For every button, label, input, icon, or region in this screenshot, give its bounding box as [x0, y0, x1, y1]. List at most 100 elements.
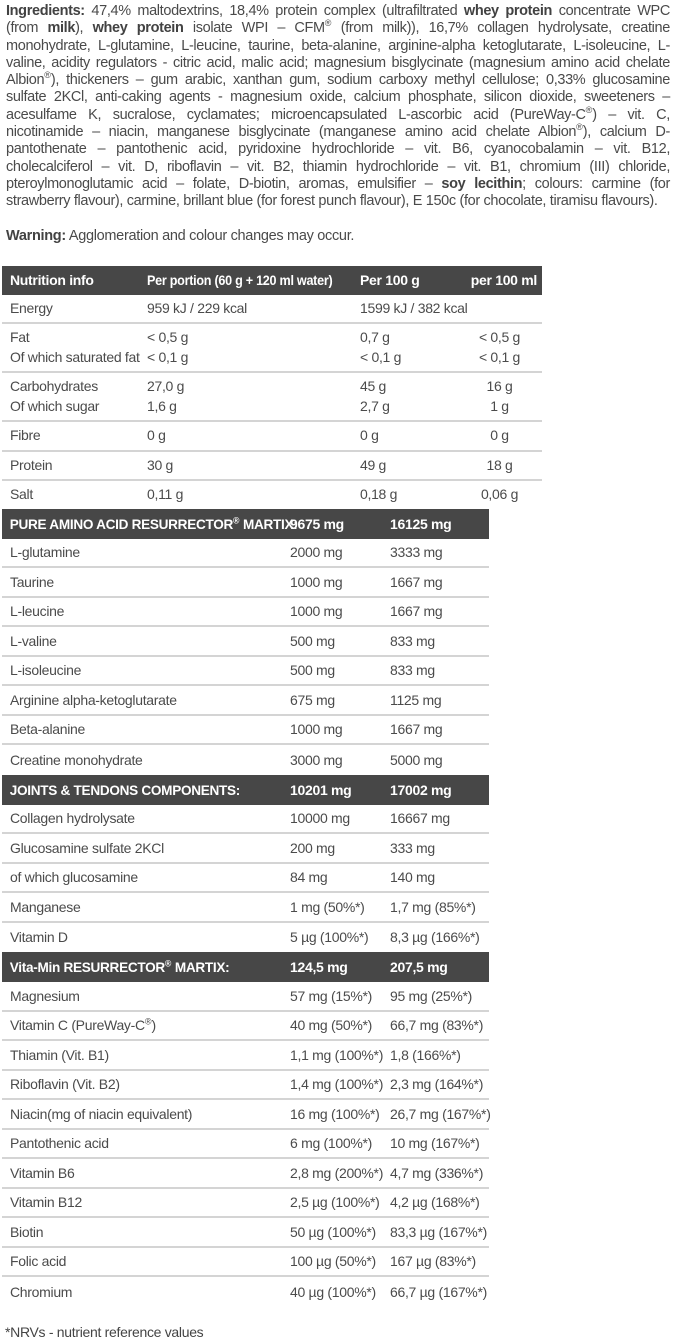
registered-mark: ®	[576, 122, 583, 133]
matrix-cell: 57 mg (15%*)	[290, 987, 372, 1004]
matrix-section-header-bar: PURE AMINO ACID RESURRECTOR® MARTIX: 9675…	[2, 508, 489, 539]
nutrition-row: Energy 959 kJ / 229 kcal 1599 kJ / 382 kca…	[2, 299, 542, 319]
nutrition-cell: 16 g	[486, 378, 513, 395]
nutrition-cell: 2,7 g	[360, 397, 390, 414]
matrix-cell: Pantothenic acid	[10, 1135, 109, 1152]
matrix-cell: 95 mg (25%*)	[390, 987, 472, 1004]
nutrition-row: Salt 0,11 g 0,18 g 0,06 g	[2, 485, 542, 505]
matrix-row: Collagen hydrolysate 10000 mg 16667 mg	[2, 805, 489, 835]
matrix-cell: Folic acid	[10, 1253, 67, 1270]
text-run: 47,4% maltodextrins, 18,4% protein compl…	[84, 3, 464, 19]
matrix-cell: Vitamin B12	[10, 1194, 82, 1211]
text-run: ; colours: carmine (for strawberry flavo…	[6, 175, 670, 210]
matrix-row: Vitamin B6 2,8 mg (200%*) 4,7 mg (336%*)	[2, 1159, 489, 1189]
matrix-cell: 4,2 µg (168%*)	[390, 1194, 480, 1211]
nutrition-row-group: Fat < 0,5 g 0,7 g < 0,5 g Of which saturated…	[2, 324, 542, 374]
matrix-cell: 1667 mg	[390, 573, 443, 590]
nutrition-row-group: Energy 959 kJ / 229 kcal 1599 kJ / 382 kca…	[2, 295, 542, 325]
matrix-cell: 10 mg (167%*)	[390, 1135, 480, 1152]
matrix-cell: 1667 mg	[390, 603, 443, 620]
matrix-row: Magnesium 57 mg (15%*) 95 mg (25%*)	[2, 982, 489, 1012]
nutrition-row: Of which sugar 1,6 g 2,7 g 1 g	[2, 397, 542, 417]
nutrition-cell: Protein	[10, 456, 53, 473]
matrix-row: Niacin(mg of niacin equivalent) 16 mg (10…	[2, 1100, 491, 1130]
nutrition-cell: Fat	[10, 329, 30, 346]
matrix-row: Taurine 1000 mg 1667 mg	[2, 568, 489, 598]
matrix-cell: 1125 mg	[390, 691, 442, 708]
nutrition-row-group: Carbohydrates 27,0 g 45 g 16 g Of which suga…	[2, 373, 542, 423]
matrix-cell: 333 mg	[390, 839, 435, 856]
matrix-cell: 2000 mg	[290, 544, 343, 561]
nutrition-cell: Of which saturated fat	[10, 348, 140, 365]
matrix-cell: L-leucine	[10, 603, 65, 620]
matrix-row: Arginine alpha-ketoglutarate 675 mg 1125 m…	[2, 686, 489, 716]
matrix-cell: 140 mg	[390, 869, 435, 886]
matrix-cell: 1,4 mg (100%*)	[290, 1076, 384, 1093]
warning-paragraph: Warning: Agglomeration and colour change…	[0, 228, 675, 244]
matrix-cell: 1667 mg	[390, 721, 443, 738]
nutrition-cell: 45 g	[360, 378, 387, 395]
ingredients-paragraph: Ingredients: 47,4% maltodextrins, 18,4% …	[0, 3, 675, 211]
nutrition-table-body: Energy 959 kJ / 229 kcal 1599 kJ / 382 kca…	[2, 295, 542, 509]
nutrition-cell: < 0,5 g	[478, 329, 521, 346]
nutrition-cell: Salt	[10, 486, 33, 503]
matrix-row: Creatine monohydrate 3000 mg 5000 mg	[2, 745, 489, 775]
matrix-cell: 500 mg	[290, 632, 335, 649]
nutrition-cell: 959 kJ / 229 kcal	[147, 299, 247, 316]
nutrition-cell: 27,0 g	[147, 378, 185, 395]
matrix-row: L-glutamine 2000 mg 3333 mg	[2, 539, 489, 569]
section-total-per-portion: 9675 mg	[290, 515, 344, 532]
nutrition-cell: Of which sugar	[10, 397, 100, 414]
text-run: concentrate WPC (from	[6, 3, 670, 37]
matrix-cell: Manganese	[10, 898, 81, 915]
matrix-cell: Glucosamine sulfate 2KCl	[10, 839, 164, 856]
matrix-cell: Taurine	[10, 573, 54, 590]
matrix-row: of which glucosamine 84 mg 140 mg	[2, 864, 489, 894]
nrv-footnote: *NRVs - nutrient reference values	[5, 1323, 204, 1340]
matrix-row: Manganese 1 mg (50%*) 1,7 mg (85%*)	[2, 893, 489, 923]
matrix-cell: 833 mg	[390, 632, 435, 649]
matrix-cell: 1,8 (166%*)	[390, 1046, 461, 1063]
matrix-cell: 4,7 mg (336%*)	[390, 1164, 484, 1181]
matrix-cell: 833 mg	[390, 662, 435, 679]
section-total-per-100g: 207,5 mg	[390, 959, 448, 976]
nutrition-cell: < 0,5 g	[147, 329, 189, 346]
matrix-cell: Beta-alanine	[10, 721, 86, 738]
nutrition-cell: 0 g	[360, 427, 379, 444]
matrix-cell: 3000 mg	[290, 751, 343, 768]
matrix-cell: 16 mg (100%*)	[290, 1105, 380, 1122]
header-per-100g: Per 100 g	[360, 272, 420, 289]
matrix-cell: Thiamin (Vit. B1)	[10, 1046, 109, 1063]
nutrition-cell	[457, 299, 542, 319]
matrix-sections: PURE AMINO ACID RESURRECTOR® MARTIX: 9675…	[0, 508, 675, 1307]
nutrition-cell: 1 g	[490, 397, 509, 414]
section-title: JOINTS & TENDONS COMPONENTS:	[9, 781, 241, 798]
matrix-cell: 8,3 µg (166%*)	[390, 929, 480, 946]
nutrition-cell: 1,6 g	[147, 397, 177, 414]
matrix-cell: Arginine alpha-ketoglutarate	[10, 691, 177, 708]
nutrition-cell: < 0,1 g	[478, 348, 521, 365]
nutrition-row: Of which saturated fat < 0,1 g < 0,1 g < 0,…	[2, 348, 542, 368]
matrix-row: Riboflavin (Vit. B2) 1,4 mg (100%*) 2,3 mg…	[2, 1071, 489, 1101]
matrix-row: Chromium 40 µg (100%*) 66,7 µg (167%*)	[2, 1277, 489, 1307]
matrix-cell: 5000 mg	[390, 751, 443, 768]
matrix-row: L-valine 500 mg 833 mg	[2, 627, 489, 657]
registered-mark: ®	[585, 104, 593, 115]
section-title: Vita-Min RESURRECTOR® MARTIX:	[9, 958, 230, 976]
nutrition-cell: 0,06 g	[480, 486, 519, 503]
matrix-cell: 167 µg (83%*)	[390, 1253, 476, 1270]
nutrition-cell: 0,7 g	[360, 329, 390, 346]
nutrition-row: Fibre 0 g 0 g 0 g	[2, 426, 542, 446]
matrix-cell: 1,7 mg (85%*)	[390, 898, 476, 915]
matrix-cell: 675 mg	[290, 691, 335, 708]
matrix-row: Folic acid 100 µg (50%*) 167 µg (83%*)	[2, 1248, 489, 1278]
matrix-cell: 40 µg (100%*)	[290, 1283, 376, 1300]
matrix-row: Glucosamine sulfate 2KCl 200 mg 333 mg	[2, 834, 489, 864]
matrix-cell: 1000 mg	[290, 721, 343, 738]
header-nutrition-info: Nutrition info	[10, 272, 94, 289]
section-total-per-100g: 16125 mg	[390, 515, 452, 532]
matrix-cell: 1000 mg	[290, 603, 343, 620]
matrix-section-table: JOINTS & TENDONS COMPONENTS: 10201 mg 1700…	[2, 774, 489, 953]
